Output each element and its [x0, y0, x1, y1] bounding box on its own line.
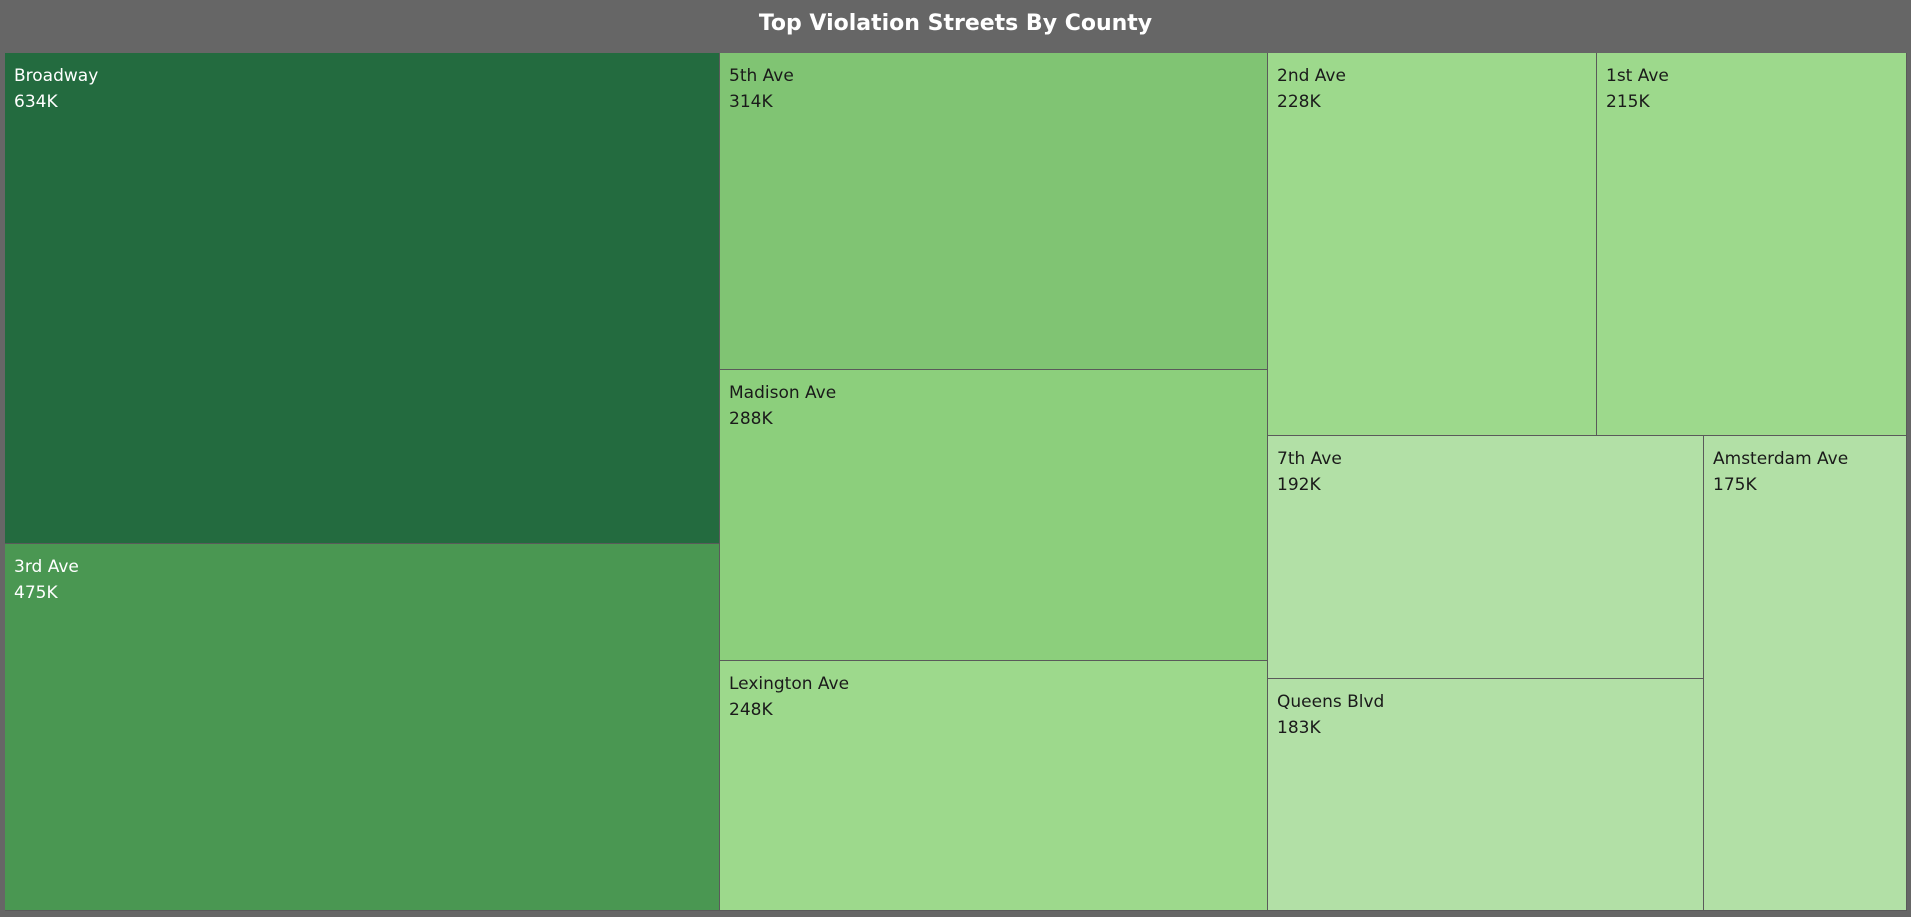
treemap-tile-5th-ave[interactable]: 5th Ave 314K: [720, 53, 1268, 370]
tile-label: 3rd Ave 475K: [14, 554, 79, 606]
tile-value: 175K: [1713, 475, 1757, 495]
treemap-tile-lexington-ave[interactable]: Lexington Ave 248K: [720, 661, 1268, 911]
tile-value: 475K: [14, 583, 58, 603]
tile-label: 7th Ave 192K: [1277, 446, 1342, 498]
tile-name: 3rd Ave: [14, 557, 79, 577]
tile-value: 215K: [1606, 92, 1650, 112]
treemap-tile-broadway[interactable]: Broadway 634K: [5, 53, 720, 544]
tile-value: 248K: [729, 700, 773, 720]
tile-name: 5th Ave: [729, 66, 794, 86]
treemap-tile-7th-ave[interactable]: 7th Ave 192K: [1268, 436, 1704, 679]
tile-name: Madison Ave: [729, 383, 837, 403]
tile-label: Madison Ave 288K: [729, 380, 836, 432]
tile-name: 2nd Ave: [1277, 66, 1346, 86]
tile-name: Lexington Ave: [729, 674, 850, 694]
tile-label: Queens Blvd 183K: [1277, 689, 1384, 741]
tile-label: Lexington Ave 248K: [729, 671, 849, 723]
tile-label: 1st Ave 215K: [1606, 63, 1669, 115]
tile-value: 228K: [1277, 92, 1321, 112]
treemap-tile-madison-ave[interactable]: Madison Ave 288K: [720, 370, 1268, 661]
tile-label: Amsterdam Ave 175K: [1713, 446, 1848, 498]
tile-value: 634K: [14, 92, 58, 112]
tile-name: Queens Blvd: [1277, 692, 1385, 712]
treemap-tile-1st-ave[interactable]: 1st Ave 215K: [1597, 53, 1907, 436]
chart-title: Top Violation Streets By County: [758, 11, 1153, 36]
tile-name: 1st Ave: [1606, 66, 1669, 86]
tile-label: 5th Ave 314K: [729, 63, 794, 115]
treemap-tile-amsterdam-ave[interactable]: Amsterdam Ave 175K: [1704, 436, 1907, 911]
tile-value: 288K: [729, 409, 773, 429]
tile-label: 2nd Ave 228K: [1277, 63, 1346, 115]
treemap-tile-3rd-ave[interactable]: 3rd Ave 475K: [5, 544, 720, 911]
tile-value: 183K: [1277, 718, 1321, 738]
tile-name: Broadway: [14, 66, 99, 86]
tile-label: Broadway 634K: [14, 63, 98, 115]
treemap-plot: Broadway 634K 3rd Ave 475K 5th Ave 314K Madiso…: [5, 53, 1907, 911]
treemap-tile-2nd-ave[interactable]: 2nd Ave 228K: [1268, 53, 1597, 436]
tile-name: 7th Ave: [1277, 449, 1342, 469]
treemap-tile-queens-blvd[interactable]: Queens Blvd 183K: [1268, 679, 1704, 911]
tile-value: 192K: [1277, 475, 1321, 495]
tile-name: Amsterdam Ave: [1713, 449, 1849, 469]
tile-value: 314K: [729, 92, 773, 112]
